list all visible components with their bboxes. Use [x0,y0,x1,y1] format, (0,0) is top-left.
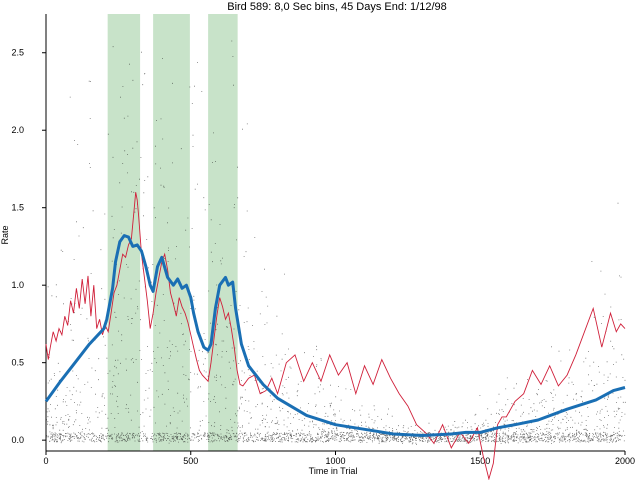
series-line-raw [45,192,626,480]
shaded-interval-1 [107,14,141,451]
y-tick-label: 0.5 [11,358,24,368]
x-ticks: 0 500 1000 1500 2000 [43,451,635,466]
y-ticks: 0.0 0.5 1.0 1.5 2.0 2.5 [11,48,46,445]
x-tick-label: 500 [183,456,198,466]
x-axis-label: Time in Trial [309,466,358,476]
y-tick-label: 0.0 [11,435,24,445]
shaded-interval-2 [153,14,190,451]
series-line-smoothed [44,234,626,437]
x-tick-label: 0 [43,456,48,466]
shaded-interval-3 [208,14,238,451]
x-tick-label: 2000 [615,456,635,466]
y-tick-label: 2.0 [11,125,24,135]
chart-title: Bird 589: 8,0 Sec bins, 45 Days End: 1/1… [227,1,447,13]
y-tick-label: 1.5 [11,203,24,213]
y-axis-label: Rate [0,225,10,244]
y-tick-label: 2.5 [11,48,24,58]
x-tick-label: 1000 [325,456,345,466]
series-lines [44,192,626,480]
shaded-intervals [107,14,238,451]
y-tick-label: 1.0 [11,280,24,290]
x-tick-label: 1500 [470,456,490,466]
